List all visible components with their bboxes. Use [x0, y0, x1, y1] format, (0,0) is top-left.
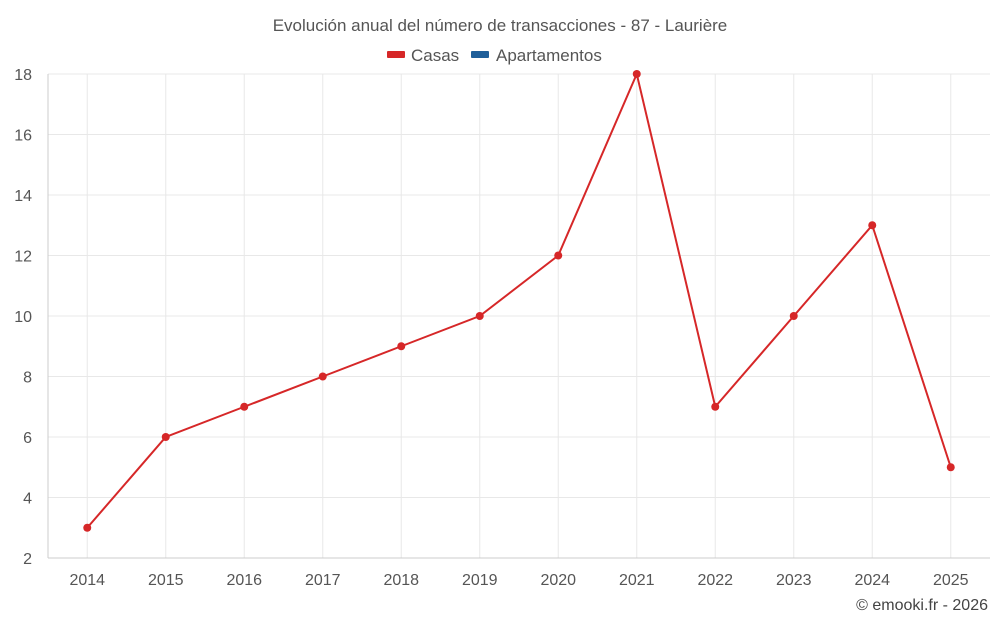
legend-label-apartamentos: Apartamentos — [496, 46, 602, 65]
y-tick-label: 2 — [23, 551, 32, 568]
x-tick-label: 2015 — [148, 572, 184, 589]
credit-text: © emooki.fr - 2026 — [856, 597, 988, 614]
x-tick-label: 2017 — [305, 572, 341, 589]
x-tick-label: 2025 — [933, 572, 969, 589]
data-point[interactable] — [318, 372, 327, 381]
series-line-casas — [86, 70, 952, 529]
legend-label-casas: Casas — [411, 46, 459, 65]
x-tick-label: 2016 — [226, 572, 262, 589]
y-tick-label: 18 — [14, 67, 32, 84]
y-tick-label: 12 — [14, 249, 32, 266]
y-tick-label: 16 — [14, 128, 32, 145]
legend: Casas Apartamentos — [387, 46, 602, 65]
x-tick-label: 2020 — [540, 572, 576, 589]
x-tick-label: 2021 — [619, 572, 655, 589]
data-point[interactable] — [240, 402, 249, 411]
x-tick-label: 2018 — [383, 572, 419, 589]
data-point[interactable] — [946, 463, 955, 472]
data-point[interactable] — [475, 312, 484, 320]
series-casas — [83, 70, 955, 532]
x-tick-label: 2014 — [69, 572, 105, 589]
legend-item-apartamentos[interactable]: Apartamentos — [471, 46, 602, 65]
y-tick-label: 14 — [14, 188, 32, 205]
legend-item-casas[interactable]: Casas — [387, 46, 459, 65]
data-point[interactable] — [789, 312, 798, 320]
data-point[interactable] — [397, 342, 406, 351]
y-tick-label: 10 — [14, 309, 32, 326]
x-tick-label: 2022 — [697, 572, 733, 589]
data-point[interactable] — [711, 402, 720, 411]
y-tick-label: 6 — [23, 430, 32, 447]
legend-swatch-casas — [387, 51, 405, 58]
data-point[interactable] — [554, 251, 563, 260]
x-tick-label: 2019 — [462, 572, 498, 589]
data-point[interactable] — [83, 523, 92, 532]
axes: 2 4 6 8 10 12 14 16 18 2014 2015 2016 2017 2018 2019 20… — [14, 67, 990, 589]
y-tick-label: 8 — [23, 370, 32, 387]
data-point[interactable] — [632, 70, 641, 78]
x-tick-label: 2023 — [776, 572, 812, 589]
legend-swatch-apartamentos — [471, 51, 489, 58]
data-point[interactable] — [868, 221, 877, 230]
chart-title: Evolución anual del número de transaccio… — [273, 16, 728, 35]
x-tick-label: 2024 — [854, 572, 890, 589]
grid — [48, 73, 990, 558]
y-tick-label: 4 — [23, 491, 32, 508]
data-point[interactable] — [161, 433, 170, 441]
